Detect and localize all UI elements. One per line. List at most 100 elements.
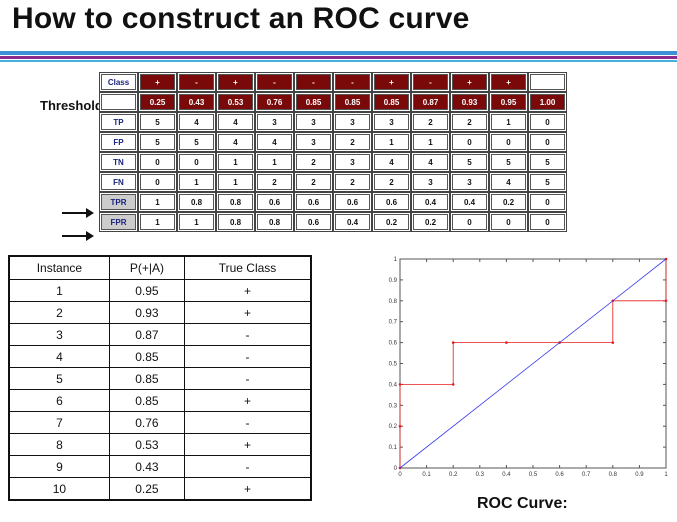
- instance-cell: 0.93: [108, 301, 186, 324]
- metric-cell: 0.6: [294, 212, 333, 232]
- instance-cell: 0.85: [108, 389, 186, 412]
- y-tick-label: 1: [394, 257, 398, 263]
- class-row: Class + - + - - - + - + +: [99, 72, 567, 92]
- x-tick-label: 0.5: [529, 472, 538, 478]
- metric-cell: 0: [528, 192, 567, 212]
- roc-point: [398, 424, 402, 428]
- metric-cell: 1: [255, 152, 294, 172]
- class-cell: +: [216, 72, 255, 92]
- instance-cell: 0.53: [108, 433, 186, 456]
- class-cell: -: [255, 72, 294, 92]
- metric-row-fn: FN 0 1 1 2 2 2 2 3 3 4 5: [99, 172, 567, 192]
- y-tick-label: 0.5: [389, 362, 398, 368]
- y-tick-label: 0.3: [389, 403, 398, 409]
- roc-point: [505, 341, 508, 344]
- y-tick-label: 0.9: [389, 278, 398, 284]
- instance-cell: -: [184, 367, 312, 390]
- metric-cell: 3: [294, 112, 333, 132]
- instance-cell: -: [184, 455, 312, 478]
- metric-cell: 1: [489, 112, 528, 132]
- instance-cell: 0.95: [108, 279, 186, 302]
- metric-cell: 0.6: [294, 192, 333, 212]
- threshold-cell: 0.85: [294, 92, 333, 112]
- metric-cell: 2: [294, 172, 333, 192]
- class-cell: +: [489, 72, 528, 92]
- roc-point: [451, 341, 455, 344]
- x-tick-label: 0.4: [502, 472, 511, 478]
- instance-header-cell: P(+|A): [108, 255, 186, 280]
- class-cell: +: [450, 72, 489, 92]
- instance-cell: +: [184, 433, 312, 456]
- threshold-cell: 0.85: [333, 92, 372, 112]
- threshold-cell: 0.93: [450, 92, 489, 112]
- metric-cell: 1: [411, 132, 450, 152]
- metric-cell: 5: [177, 132, 216, 152]
- roc-point: [664, 299, 668, 303]
- instance-cell: -: [184, 345, 312, 368]
- metric-cell: 1: [216, 152, 255, 172]
- metric-label: FPR: [99, 212, 138, 232]
- instance-header-cell: Instance: [8, 255, 110, 280]
- title-rule-blue: [0, 51, 677, 55]
- metric-label: TP: [99, 112, 138, 132]
- metric-cell: 5: [489, 152, 528, 172]
- table-row: 2 0.93 +: [8, 301, 312, 324]
- metric-row-tp: TP 5 4 4 3 3 3 3 2 2 1 0: [99, 112, 567, 132]
- metric-cell: 2: [333, 132, 372, 152]
- instance-cell: 7: [8, 411, 110, 434]
- y-tick-label: 0.4: [389, 382, 398, 388]
- x-tick-label: 0: [398, 472, 402, 478]
- class-cell: +: [372, 72, 411, 92]
- instance-header-row: Instance P(+|A) True Class: [8, 255, 312, 280]
- instance-cell: 0.87: [108, 323, 186, 346]
- y-tick-label: 0.1: [389, 445, 398, 451]
- fpr-arrow-icon: [62, 231, 94, 241]
- instance-cell: 4: [8, 345, 110, 368]
- metric-cell: 0.2: [411, 212, 450, 232]
- instance-cell: +: [184, 477, 312, 501]
- instance-cell: 6: [8, 389, 110, 412]
- table-row: 5 0.85-: [8, 367, 312, 390]
- threshold-cell: 0.25: [138, 92, 177, 112]
- metric-cell: 0.4: [450, 192, 489, 212]
- y-tick-label: 0.7: [389, 320, 398, 326]
- metric-cell: 4: [489, 172, 528, 192]
- instance-cell: 9: [8, 455, 110, 478]
- metric-cell: 3: [411, 172, 450, 192]
- metric-cell: 3: [294, 132, 333, 152]
- metric-row-fp: FP 5 5 4 4 3 2 1 1 0 0 0: [99, 132, 567, 152]
- threshold-cell: 0.43: [177, 92, 216, 112]
- metric-cell: 1: [216, 172, 255, 192]
- metric-label: FN: [99, 172, 138, 192]
- instance-cell: 0.76: [108, 411, 186, 434]
- metric-label: TN: [99, 152, 138, 172]
- metric-cell: 3: [255, 112, 294, 132]
- slide-title: How to construct an ROC curve: [12, 2, 470, 35]
- metric-cell: 2: [372, 172, 411, 192]
- metric-cell: 1: [177, 212, 216, 232]
- instance-cell: 0.43: [108, 455, 186, 478]
- instance-cell: 1: [8, 279, 110, 302]
- roc-point: [611, 341, 615, 344]
- metric-cell: 4: [216, 132, 255, 152]
- threshold-cell: 1.00: [528, 92, 567, 112]
- class-row-label: Class: [99, 72, 138, 92]
- metric-cell: 5: [138, 112, 177, 132]
- x-tick-label: 0.6: [555, 472, 564, 478]
- metric-cell: 4: [216, 112, 255, 132]
- metric-cell: 1: [177, 172, 216, 192]
- metric-cell: 0.4: [411, 192, 450, 212]
- instance-cell: 0.85: [108, 345, 186, 368]
- threshold-cell: 0.87: [411, 92, 450, 112]
- metric-cell: 0: [489, 212, 528, 232]
- class-cell: -: [177, 72, 216, 92]
- metric-cell: 0.6: [333, 192, 372, 212]
- x-tick-label: 1: [664, 472, 668, 478]
- diagonal-reference-line: [399, 258, 667, 469]
- metric-cell: 1: [138, 212, 177, 232]
- metric-row-tn: TN 0 0 1 1 2 3 4 4 5 5 5: [99, 152, 567, 172]
- metric-cell: 0.8: [216, 212, 255, 232]
- instance-table: Instance P(+|A) True Class 1 0.95 +2 0.93 +3 0.…: [8, 255, 312, 501]
- y-tick-label: 0.6: [389, 341, 398, 347]
- table-row: 1 0.95 +: [8, 279, 312, 302]
